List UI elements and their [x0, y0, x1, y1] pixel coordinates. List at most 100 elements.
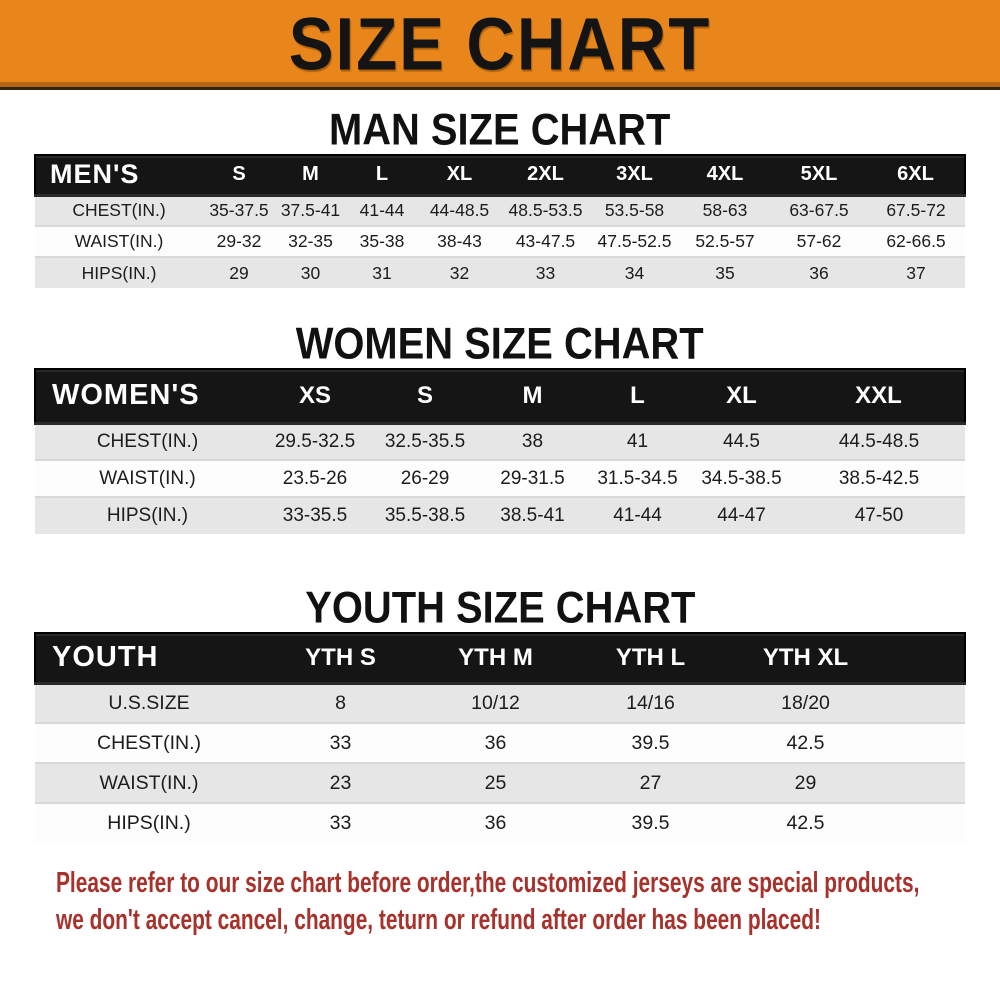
men-cell-1-2: 35-38 [346, 225, 418, 257]
men-row-label: CHEST(IN.) [35, 194, 203, 226]
men-size-header-4: 2XL [501, 154, 590, 197]
youth-cell-1-3: 42.5 [728, 722, 883, 763]
men-cell-1-3: 38-43 [418, 225, 501, 257]
youth-cell-0-1: 10/12 [418, 682, 573, 723]
youth-section-heading-text: YOUTH SIZE CHART [304, 582, 696, 633]
women-row-hips-in: HIPS(IN.) 33-35.5 35.5-38.5 38.5-41 41-44 44-… [35, 496, 965, 534]
youth-size-header-2: YTH L [573, 632, 728, 685]
order-note-line-2: we don't accept cancel, change, teturn o… [56, 904, 821, 936]
men-cell-1-6: 52.5-57 [679, 225, 771, 257]
men-cell-2-7: 36 [771, 256, 867, 288]
youth-row-label: WAIST(IN.) [35, 762, 263, 803]
youth-cell-1-1: 36 [418, 722, 573, 763]
youth-cell-1-2: 39.5 [573, 722, 728, 763]
women-size-header-1: S [370, 368, 480, 425]
women-row-label: CHEST(IN.) [35, 422, 260, 460]
women-cell-1-1: 26-29 [370, 459, 480, 497]
men-cell-0-1: 37.5-41 [275, 194, 346, 226]
men-size-header-8: 6XL [867, 154, 966, 197]
youth-row-waist-in: WAIST(IN.) 23 25 27 29 [35, 762, 965, 803]
men-cell-2-1: 30 [275, 256, 346, 288]
youth-table-body: U.S.SIZE 8 10/12 14/16 18/20 CHEST(IN.) 33 36 39… [35, 682, 965, 843]
men-cell-1-0: 29-32 [203, 225, 275, 257]
women-cell-2-1: 35.5-38.5 [370, 496, 480, 534]
women-row-label: WAIST(IN.) [35, 459, 260, 497]
men-section-heading: MAN SIZE CHART [0, 104, 1000, 155]
women-size-header-0: XS [260, 368, 370, 425]
women-cell-1-0: 23.5-26 [260, 459, 370, 497]
men-size-header-3: XL [418, 154, 501, 197]
women-table-body: CHEST(IN.) 29.5-32.5 32.5-35.5 38 41 44.5 44.5… [35, 422, 965, 534]
men-cell-0-8: 67.5-72 [867, 194, 965, 226]
men-size-header-1: M [275, 154, 346, 197]
men-cell-1-5: 47.5-52.5 [590, 225, 679, 257]
youth-cell-filler [883, 802, 965, 843]
men-cell-2-5: 34 [590, 256, 679, 288]
men-size-header-5: 3XL [590, 154, 679, 197]
youth-row-label: HIPS(IN.) [35, 802, 263, 843]
women-size-table: WOMEN'S XS S M L XL XXL CHEST(IN.) 29.5-32.5 32.… [34, 368, 966, 534]
women-cell-1-4: 34.5-38.5 [690, 459, 793, 497]
youth-cell-2-1: 25 [418, 762, 573, 803]
men-group-label: MEN'S [34, 154, 203, 197]
youth-row-hips-in: HIPS(IN.) 33 36 39.5 42.5 [35, 802, 965, 843]
women-cell-1-3: 31.5-34.5 [585, 459, 690, 497]
men-size-header-0: S [203, 154, 275, 197]
youth-cell-3-1: 36 [418, 802, 573, 843]
men-cell-0-0: 35-37.5 [203, 194, 275, 226]
women-cell-1-5: 38.5-42.5 [793, 459, 965, 497]
women-group-label: WOMEN'S [34, 368, 260, 425]
men-cell-0-2: 41-44 [346, 194, 418, 226]
youth-cell-filler [883, 682, 965, 723]
youth-row-label: CHEST(IN.) [35, 722, 263, 763]
youth-group-label: YOUTH [34, 632, 263, 685]
youth-header-filler [883, 632, 966, 685]
women-cell-2-0: 33-35.5 [260, 496, 370, 534]
men-row-label: WAIST(IN.) [35, 225, 203, 257]
youth-size-table: YOUTH YTH S YTH M YTH L YTH XL U.S.SIZE 8 10/1… [34, 632, 966, 843]
youth-row-label: U.S.SIZE [35, 682, 263, 723]
youth-cell-1-0: 33 [263, 722, 418, 763]
men-cell-1-8: 62-66.5 [867, 225, 965, 257]
order-note-line-1: Please refer to our size chart before or… [56, 867, 920, 899]
men-cell-2-2: 31 [346, 256, 418, 288]
men-row-label: HIPS(IN.) [35, 256, 203, 288]
men-cell-2-3: 32 [418, 256, 501, 288]
size-chart-banner: SIZE CHART [0, 0, 1000, 90]
women-size-header-3: L [585, 368, 690, 425]
men-table-body: CHEST(IN.) 35-37.5 37.5-41 41-44 44-48.5 48.5… [35, 194, 965, 288]
men-row-chest-in: CHEST(IN.) 35-37.5 37.5-41 41-44 44-48.5 48.5… [35, 194, 965, 226]
men-cell-0-3: 44-48.5 [418, 194, 501, 226]
women-cell-0-4: 44.5 [690, 422, 793, 460]
women-cell-0-3: 41 [585, 422, 690, 460]
youth-cell-2-0: 23 [263, 762, 418, 803]
order-note-text: Please refer to our size chart before or… [56, 865, 992, 939]
youth-section-heading: YOUTH SIZE CHART [0, 582, 1000, 633]
women-cell-0-5: 44.5-48.5 [793, 422, 965, 460]
men-section-heading-text: MAN SIZE CHART [329, 104, 671, 155]
youth-cell-filler [883, 762, 965, 803]
youth-row-u-s-size: U.S.SIZE 8 10/12 14/16 18/20 [35, 682, 965, 723]
order-note: Please refer to our size chart before or… [0, 865, 1000, 939]
youth-header-row: YOUTH YTH S YTH M YTH L YTH XL [34, 632, 966, 685]
youth-cell-2-2: 27 [573, 762, 728, 803]
men-cell-0-4: 48.5-53.5 [501, 194, 590, 226]
men-cell-0-6: 58-63 [679, 194, 771, 226]
youth-cell-0-3: 18/20 [728, 682, 883, 723]
women-size-header-5: XXL [793, 368, 966, 425]
youth-cell-3-0: 33 [263, 802, 418, 843]
men-cell-2-0: 29 [203, 256, 275, 288]
banner-title: SIZE CHART [288, 2, 712, 85]
women-cell-2-3: 41-44 [585, 496, 690, 534]
men-cell-1-1: 32-35 [275, 225, 346, 257]
men-header-row: MEN'S S M L XL 2XL 3XL 4XL 5XL 6XL [34, 154, 966, 197]
women-cell-2-2: 38.5-41 [480, 496, 585, 534]
men-cell-2-4: 33 [501, 256, 590, 288]
women-section-heading: WOMEN SIZE CHART [0, 318, 1000, 369]
women-section-heading-text: WOMEN SIZE CHART [296, 318, 704, 369]
youth-size-header-0: YTH S [263, 632, 418, 685]
women-size-header-2: M [480, 368, 585, 425]
youth-size-header-3: YTH XL [728, 632, 883, 685]
youth-row-chest-in: CHEST(IN.) 33 36 39.5 42.5 [35, 722, 965, 763]
youth-size-header-1: YTH M [418, 632, 573, 685]
